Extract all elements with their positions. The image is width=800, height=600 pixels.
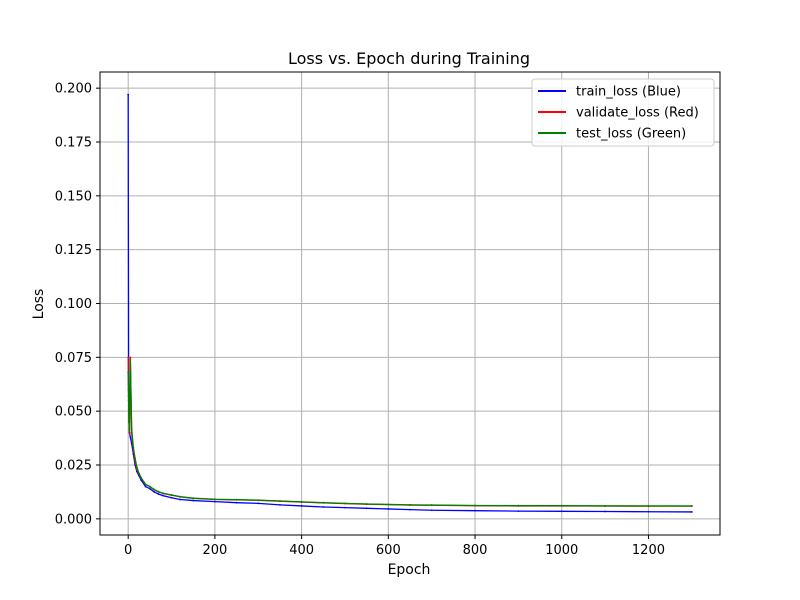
test-loss-point [153,488,156,491]
test-loss-point [138,472,140,475]
train-loss-point [148,487,151,490]
legend: train_loss (Blue) validate_loss (Red) test… [531,78,715,147]
test-loss-point [129,358,132,361]
train-loss-point [409,508,411,511]
train-loss-point [257,502,260,505]
validate-loss-point [128,431,131,434]
train-loss-point [387,508,390,510]
x-axis-ticks: 0 200 400 600 800 1000 1200 [124,535,665,558]
test-loss-point [300,500,303,503]
test-loss-point [409,503,411,506]
test-loss-point [322,501,325,504]
test-loss-point [157,490,160,493]
test-loss-point [130,427,133,430]
test-loss-point [161,492,164,495]
test-loss-point [365,503,368,505]
x-tick-label: 1000 [545,543,578,558]
test-loss-point [647,505,650,507]
train-loss-point [279,503,281,506]
series-group [127,93,693,513]
x-tick-label: 800 [463,543,488,558]
train-loss-point [365,507,368,510]
y-tick-label: 0.075 [55,351,92,366]
train-loss-point [300,505,303,507]
test-loss-point [192,497,195,500]
test-loss-point [134,457,137,460]
y-tick-label: 0.100 [55,297,92,312]
x-tick-label: 0 [124,543,132,558]
test-loss-point [517,504,520,507]
validate-loss-point [127,356,130,359]
test-loss-point [127,395,130,397]
test-loss-point [235,498,238,501]
train-loss-point [153,491,156,493]
test-loss-point [604,505,606,507]
test-loss-point [279,500,281,502]
test-loss-point [140,477,143,479]
train-loss-point [322,506,325,508]
x-tick-label: 200 [202,543,227,558]
train-loss-point [344,506,346,509]
y-axis-label: Loss [31,289,47,320]
train-loss-point [214,500,216,503]
legend-box [531,78,715,147]
train-loss-point [604,510,606,513]
chart-title: Loss vs. Epoch during Training [288,49,530,68]
test-loss-point [132,446,135,449]
train-loss-point [179,498,182,501]
train-loss-line [127,94,692,513]
test-loss-point [690,505,693,507]
y-tick-label: 0.050 [55,405,92,420]
y-tick-label: 0.200 [55,82,92,97]
test-loss-point [387,503,390,506]
y-tick-label: 0.150 [55,189,92,204]
test-loss-point [474,504,476,507]
train-loss-point [127,93,130,96]
train-loss-point [474,509,476,512]
train-loss-point [170,496,173,499]
train-loss-point [157,493,160,495]
y-axis-ticks: 0.000 0.025 0.050 0.075 0.100 0.125 0.150 0.175… [55,82,100,527]
train-loss-point [192,499,195,502]
test-loss-point [135,466,138,469]
train-loss-point [161,494,164,497]
train-loss-point [517,510,520,512]
y-tick-label: 0.175 [55,135,92,150]
test-loss-point [179,495,182,498]
x-tick-label: 1200 [632,543,665,558]
train-loss-point [144,485,147,488]
test-loss-point [430,504,433,506]
train-loss-point [235,501,238,504]
train-loss-point [647,510,650,513]
test-loss-point [127,371,130,374]
test-loss-legend-label: test_loss (Green) [576,127,686,142]
test-loss-point [128,429,131,432]
test-loss-point [170,494,173,496]
y-tick-label: 0.000 [55,512,92,527]
train-loss-point [690,511,693,513]
test-loss-line [127,358,692,507]
x-tick-label: 400 [289,543,314,558]
test-loss-point [560,504,563,507]
validate-loss-point [129,356,132,359]
train-loss-legend-label: train_loss (Blue) [576,85,681,100]
test-loss-point [144,483,147,486]
train-loss-point [430,509,433,512]
validate-loss-legend-label: validate_loss (Red) [576,106,699,121]
test-loss-point [148,485,151,488]
train-loss-point [129,436,132,438]
y-tick-label: 0.025 [55,459,92,474]
x-axis-label: Epoch [388,562,431,578]
test-loss-point [214,498,216,501]
test-loss-point [344,502,346,505]
grid [100,72,720,535]
x-tick-label: 600 [376,543,401,558]
test-loss-point [128,418,130,421]
test-loss-point [257,499,260,502]
train-loss-point [560,510,563,513]
y-tick-label: 0.125 [55,243,92,258]
